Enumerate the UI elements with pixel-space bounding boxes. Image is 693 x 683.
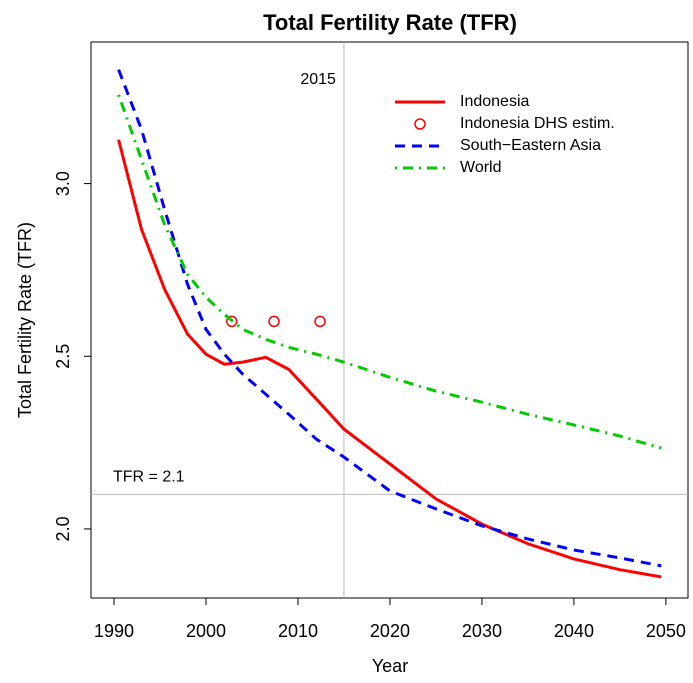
- x-tick-label: 2050: [646, 621, 686, 641]
- y-tick-label: 2.0: [53, 516, 73, 541]
- legend-swatch: [414, 118, 426, 130]
- x-tick-label: 2010: [278, 621, 318, 641]
- reference-label: TFR = 2.1: [113, 469, 185, 486]
- x-tick-label: 2000: [186, 621, 226, 641]
- legend-label: Indonesia: [460, 93, 529, 110]
- y-tick-label: 3.0: [53, 171, 73, 196]
- data-point: [225, 315, 238, 328]
- x-tick-label: 1990: [94, 621, 134, 641]
- x-tick-label: 2040: [554, 621, 594, 641]
- x-tick-label: 2020: [370, 621, 410, 641]
- series-line: [117, 69, 662, 568]
- reference-label: 2015: [300, 71, 336, 88]
- data-point: [314, 315, 326, 328]
- y-axis-label: Total Fertility Rate (TFR): [15, 222, 35, 418]
- legend-label: World: [460, 159, 502, 176]
- legend-label: South−Eastern Asia: [460, 137, 601, 154]
- x-tick-label: 2030: [462, 621, 502, 641]
- y-tick-label: 2.5: [53, 344, 73, 369]
- x-axis-label: Year: [372, 656, 408, 676]
- series-line: [117, 94, 662, 450]
- series-line: [117, 139, 662, 579]
- data-point: [268, 315, 280, 328]
- legend-label: Indonesia DHS estim.: [460, 115, 615, 132]
- chart-title: Total Fertility Rate (TFR): [263, 10, 517, 35]
